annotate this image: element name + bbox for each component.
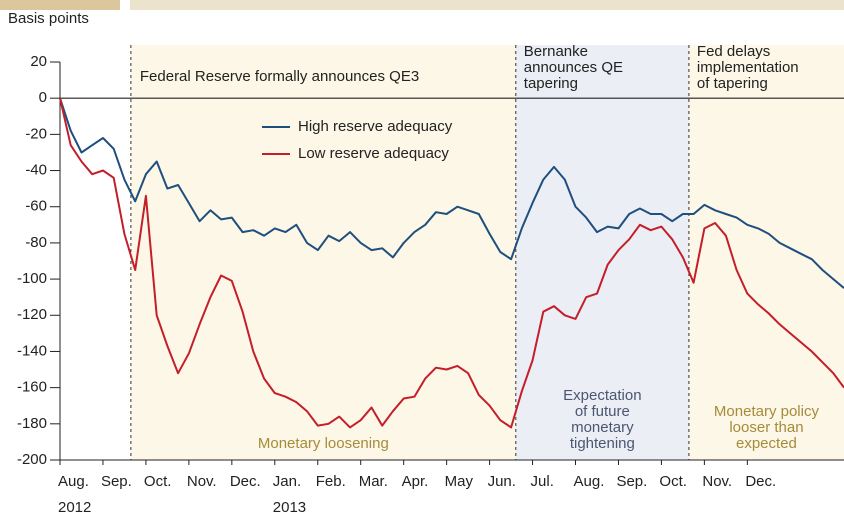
header-band [0,0,120,10]
y-tick-label: -100 [17,270,47,287]
x-tick-label: Jul. [531,473,554,490]
x-tick-label: Mar. [359,473,388,490]
y-tick-label: -120 [17,306,47,323]
y-tick-label: 0 [39,89,47,106]
series-line [59,97,844,289]
y-tick-label: -20 [25,125,47,142]
y-tick-label: -60 [25,198,47,215]
x-tick-label: Oct. [659,473,687,490]
legend-label: High reserve adequacy [298,118,453,135]
x-tick-label: Aug. [58,473,89,490]
event-label: Bernanke [524,43,588,60]
y-tick-label: -140 [17,342,47,359]
event-label: tapering [524,75,578,92]
region-shade [515,45,689,460]
region-label: Monetary policy [714,403,820,420]
event-label: Federal Reserve formally announces QE3 [140,68,419,85]
x-tick-label: Sep. [616,473,647,490]
event-label: implementation [697,59,799,76]
x-tick-label: Apr. [402,473,429,490]
region-label: tightening [570,435,635,452]
x-tick-label: Nov. [702,473,732,490]
x-tick-label: Jan. [273,473,301,490]
x-tick-label: Oct. [144,473,172,490]
region-label: Expectation [563,387,641,404]
region-label: monetary [571,419,634,436]
y-tick-label: -200 [17,451,47,468]
region-label: of future [575,403,630,420]
backgrounds [130,45,844,460]
y-tick-label: -160 [17,379,47,396]
year-label: 2012 [58,499,91,516]
region-shade [130,45,516,460]
x-tick-label: Jun. [488,473,516,490]
region-label: looser than [729,419,803,436]
y-axis-label: Basis points [8,10,89,27]
y-tick-label: -180 [17,415,47,432]
region-label: expected [736,435,797,452]
y-tick-label: -40 [25,162,47,179]
x-tick-label: May [445,473,474,490]
region-label: Monetary loosening [258,435,389,452]
event-label: Fed delays [697,43,770,60]
x-tick-label: Nov. [187,473,217,490]
y-tick-label: -80 [25,234,47,251]
event-label: announces QE [524,59,623,76]
x-tick-label: Feb. [316,473,346,490]
x-tick-label: Sep. [101,473,132,490]
event-label: of tapering [697,75,768,92]
series-line [59,97,844,429]
year-label: 2013 [273,499,306,516]
legend-label: Low reserve adequacy [298,145,449,162]
y-tick-label: 20 [30,53,47,70]
x-tick-label: Dec. [745,473,776,490]
region-shade [688,45,844,460]
header-band [130,0,844,10]
x-tick-label: Dec. [230,473,261,490]
x-tick-label: Aug. [574,473,605,490]
